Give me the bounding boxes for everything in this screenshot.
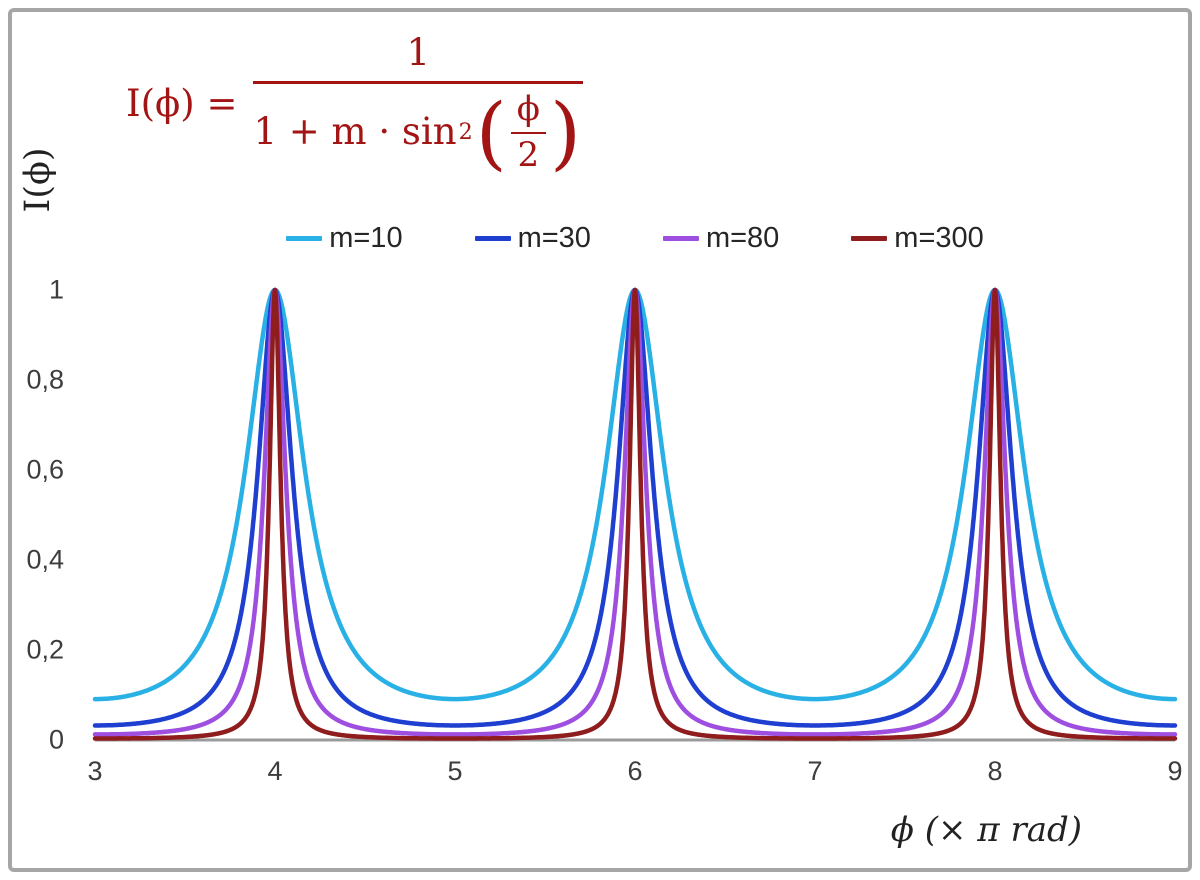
formula-lhs: I(ϕ) = (126, 82, 238, 126)
x-tick-label: 3 (87, 756, 103, 786)
x-tick-label: 9 (1167, 756, 1183, 786)
legend: m=10 m=30 m=80 m=300 (95, 222, 1175, 255)
x-tick-label: 5 (447, 756, 463, 786)
legend-swatch (474, 236, 511, 241)
x-tick-label: 6 (627, 756, 643, 786)
legend-label: m=30 (517, 222, 591, 254)
x-axis-title: ϕ (× π rad) (890, 810, 1082, 850)
formula-numerator: 1 (253, 33, 583, 84)
inner-denominator: 2 (517, 134, 540, 175)
formula-fraction: 1 1 + m · sin 2 ( ϕ 2 ) (253, 33, 583, 173)
formula-denominator: 1 + m · sin 2 ( ϕ 2 ) (253, 84, 583, 173)
y-tick-label: 0,4 (26, 544, 64, 575)
close-paren: ) (549, 85, 581, 179)
x-tick-label: 4 (267, 756, 283, 786)
x-tick-labels: 3 4 5 6 7 8 9 (0, 756, 1200, 792)
legend-item: m=300 (851, 222, 984, 255)
y-tick-label: 0,8 (26, 364, 64, 395)
curve-m=30 (92, 287, 1178, 728)
legend-swatch (286, 236, 323, 241)
legend-item: m=30 (474, 222, 591, 255)
formula-annotation: I(ϕ) = 1 1 + m · sin 2 ( ϕ 2 ) (126, 33, 583, 173)
y-tick-label: 0,2 (26, 634, 64, 665)
formula-denominator-text: 1 + m · sin (253, 110, 457, 154)
formula-exponent: 2 (458, 118, 473, 145)
x-tick-label: 8 (987, 756, 1003, 786)
y-tick-label: 0,6 (26, 454, 64, 485)
y-tick-labels: 0 0,2 0,4 0,6 0,8 1 (14, 0, 64, 880)
legend-swatch (851, 236, 888, 241)
legend-swatch (662, 236, 699, 241)
legend-item: m=80 (662, 222, 780, 255)
legend-label: m=300 (894, 222, 984, 254)
curve-m=300 (92, 287, 1178, 741)
legend-label: m=10 (329, 222, 403, 254)
open-paren: ( (475, 85, 507, 179)
inner-numerator: ϕ (510, 91, 546, 134)
legend-label: m=80 (705, 222, 780, 254)
chart-border (8, 8, 1192, 872)
x-tick-label: 7 (807, 756, 823, 786)
y-tick-label: 0 (48, 724, 64, 755)
y-tick-label: 1 (48, 274, 64, 305)
formula-inner-fraction: ϕ 2 (510, 91, 546, 175)
curve-m=80 (92, 287, 1178, 737)
legend-item: m=10 (286, 222, 403, 255)
